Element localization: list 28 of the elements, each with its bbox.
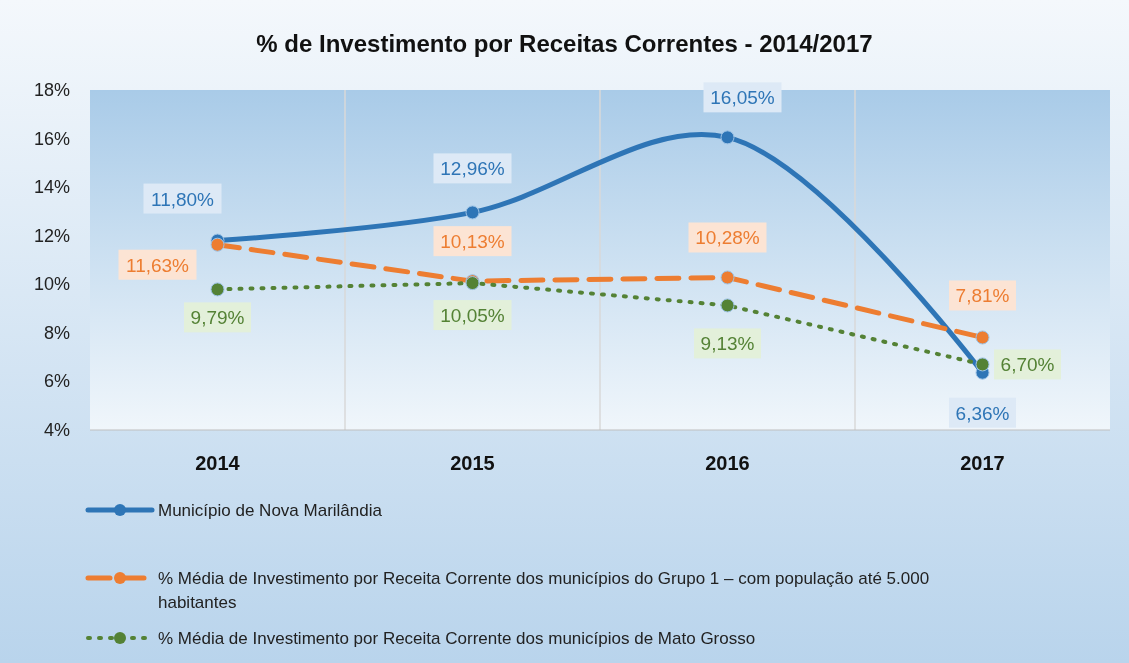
y-tick-label: 18% bbox=[33, 80, 70, 100]
y-tick-label: 4% bbox=[43, 420, 70, 440]
data-label: 12,96% bbox=[440, 158, 505, 180]
y-tick-label: 16% bbox=[33, 128, 70, 149]
y-tick-label: 12% bbox=[33, 225, 70, 246]
legend-label: Município de Nova Marilândia bbox=[158, 501, 383, 520]
legend-label: % Média de Investimento por Receita Corrente dos municípios de Mato Grosso bbox=[158, 629, 756, 648]
y-tick-label: 8% bbox=[43, 322, 70, 343]
x-tick-label: 2014 bbox=[195, 452, 241, 474]
data-label: 16,05% bbox=[710, 87, 775, 109]
data-label: 10,13% bbox=[440, 231, 505, 253]
y-tick-label: 6% bbox=[43, 371, 70, 392]
data-label: 10,28% bbox=[695, 227, 760, 249]
x-tick-label: 2017 bbox=[960, 452, 1005, 474]
legend-label: % Média de Investimento por Receita Corrente dos municípios do Grupo 1 – com população até 5.000 habitantes bbox=[158, 569, 930, 612]
chart-title: % de Investimento por Receitas Correntes - 2014/2017 bbox=[256, 30, 873, 57]
data-label: 6,36% bbox=[955, 402, 1010, 424]
data-label: 10,05% bbox=[440, 305, 505, 327]
x-tick-label: 2015 bbox=[450, 452, 495, 474]
data-label: 9,13% bbox=[700, 333, 755, 355]
data-label: 7,81% bbox=[955, 285, 1010, 307]
data-label: 9,79% bbox=[190, 307, 245, 329]
data-label: 11,63% bbox=[125, 254, 190, 276]
y-tick-label: 14% bbox=[33, 177, 70, 198]
y-tick-label: 10% bbox=[33, 274, 70, 295]
data-label: 11,80% bbox=[150, 188, 215, 210]
data-label: 6,70% bbox=[1000, 354, 1055, 376]
x-tick-label: 2016 bbox=[705, 452, 750, 474]
